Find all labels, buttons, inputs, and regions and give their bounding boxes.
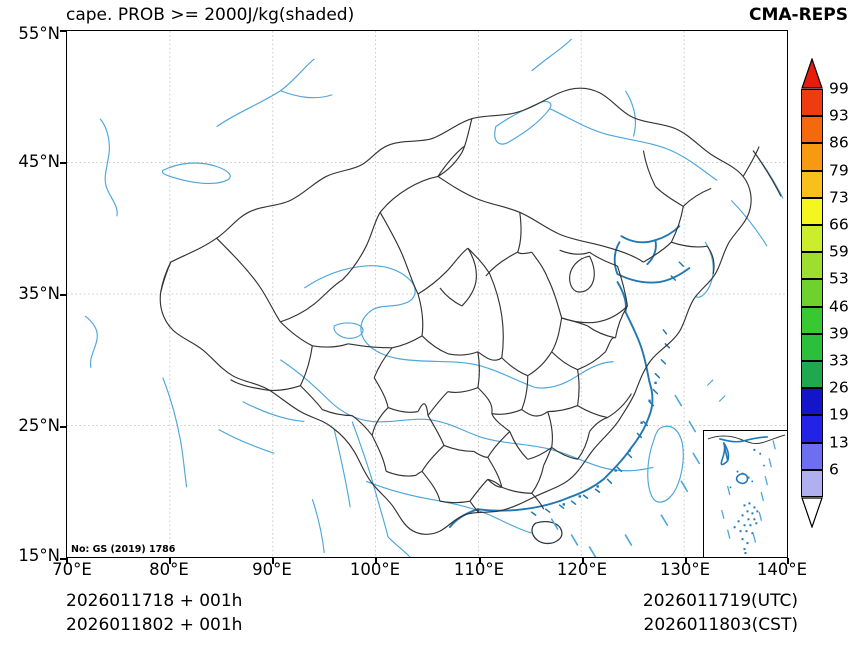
y-axis-tick-label: 35°N [18, 284, 60, 303]
y-tickmark [60, 558, 66, 560]
x-tickmark [272, 558, 274, 564]
colorbar-tick-label: 66 [829, 215, 849, 234]
colorbar[interactable]: 6 13 19 26 33 39 46 53 59 66 73 79 86 93 99 [801, 58, 849, 528]
y-tickmark [60, 294, 66, 296]
footer-valid-time-cst: 2026011803(CST) [643, 615, 798, 635]
colorbar-tick-label: 19 [829, 405, 849, 424]
nine-dash-line [550, 394, 701, 557]
x-axis-tick-label: 100°E [349, 560, 401, 579]
colorbar-tick-label: 53 [829, 269, 849, 288]
y-axis-tick-label: 55°N [18, 24, 60, 43]
colorbar-tick-label: 59 [829, 242, 849, 261]
colorbar-swatch [801, 116, 823, 144]
south-china-sea-inset-graphic [707, 434, 786, 555]
y-axis-tick-label: 45°N [18, 152, 60, 171]
colorbar-tick-label: 93 [829, 106, 849, 125]
map-plot-area[interactable]: No: GS (2019) 1786 [66, 30, 788, 558]
colorbar-swatch [801, 469, 823, 497]
x-tickmark [375, 558, 377, 564]
x-axis-tick-label: 110°E [453, 560, 505, 579]
y-axis-tick-label: 15°N [18, 546, 60, 565]
colorbar-swatch [801, 306, 823, 334]
probability-shading [562, 381, 657, 506]
footer-valid-time-utc: 2026011719(UTC) [642, 591, 798, 611]
colorbar-tick-label: 86 [829, 133, 849, 152]
page-title: cape. PROB >= 2000J/kg(shaded) [66, 5, 355, 25]
x-tickmark [582, 558, 584, 564]
footer-init-time-utc: 2026011718 + 001h [66, 591, 243, 611]
colorbar-swatch [801, 197, 823, 225]
colorbar-extend-min-arrow [801, 497, 823, 528]
colorbar-swatch [801, 89, 823, 117]
colorbar-swatch [801, 333, 823, 361]
x-tickmark [787, 558, 789, 564]
colorbar-tick-label: 99 [829, 79, 849, 98]
colorbar-tick-label: 73 [829, 188, 849, 207]
colorbar-swatch [801, 415, 823, 443]
x-tickmark [479, 558, 481, 564]
map-gridlines [67, 31, 787, 557]
y-tickmark [60, 162, 66, 164]
colorbar-swatch [801, 388, 823, 416]
x-axis-tick-label: 140°E [756, 560, 808, 579]
colorbar-swatch [801, 361, 823, 389]
hydrography-layer [84, 38, 784, 557]
x-axis-tick-label: 130°E [659, 560, 711, 579]
island-clusters [729, 448, 765, 555]
colorbar-swatch [801, 252, 823, 280]
colorbar-swatch [801, 170, 823, 198]
y-tickmark [60, 426, 66, 428]
south-china-sea-inset[interactable] [703, 430, 787, 557]
colorbar-swatch [801, 225, 823, 253]
colorbar-swatch [801, 279, 823, 307]
colorbar-tick-label: 33 [829, 351, 849, 370]
y-tickmark [60, 30, 66, 32]
administrative-boundaries-layer [159, 87, 782, 545]
x-axis-tick-label: 70°E [52, 560, 92, 579]
x-axis-tick-label: 120°E [556, 560, 608, 579]
colorbar-swatch [801, 143, 823, 171]
colorbar-tick-label: 6 [829, 460, 839, 479]
x-tickmark [685, 558, 687, 564]
colorbar-swatch [801, 442, 823, 470]
colorbar-tick-label: 39 [829, 324, 849, 343]
x-axis-tick-label: 90°E [252, 560, 292, 579]
map-license-note: No: GS (2019) 1786 [70, 544, 177, 555]
y-axis-tick-label: 25°N [18, 416, 60, 435]
colorbar-tick-label: 46 [829, 297, 849, 316]
colorbar-tick-label: 79 [829, 161, 849, 180]
colorbar-tick-label: 13 [829, 433, 849, 452]
footer-init-time-cst: 2026011802 + 001h [66, 615, 243, 635]
colorbar-swatches [801, 89, 823, 497]
china-map-graphic [67, 31, 787, 557]
model-label: CMA-REPS [748, 5, 848, 25]
inset-nine-dash-line [721, 440, 776, 543]
colorbar-extend-max-arrow [801, 58, 823, 89]
x-tickmark [169, 558, 171, 564]
x-axis-tick-label: 80°E [149, 560, 189, 579]
x-tickmark [66, 558, 68, 564]
colorbar-tick-label: 26 [829, 378, 849, 397]
